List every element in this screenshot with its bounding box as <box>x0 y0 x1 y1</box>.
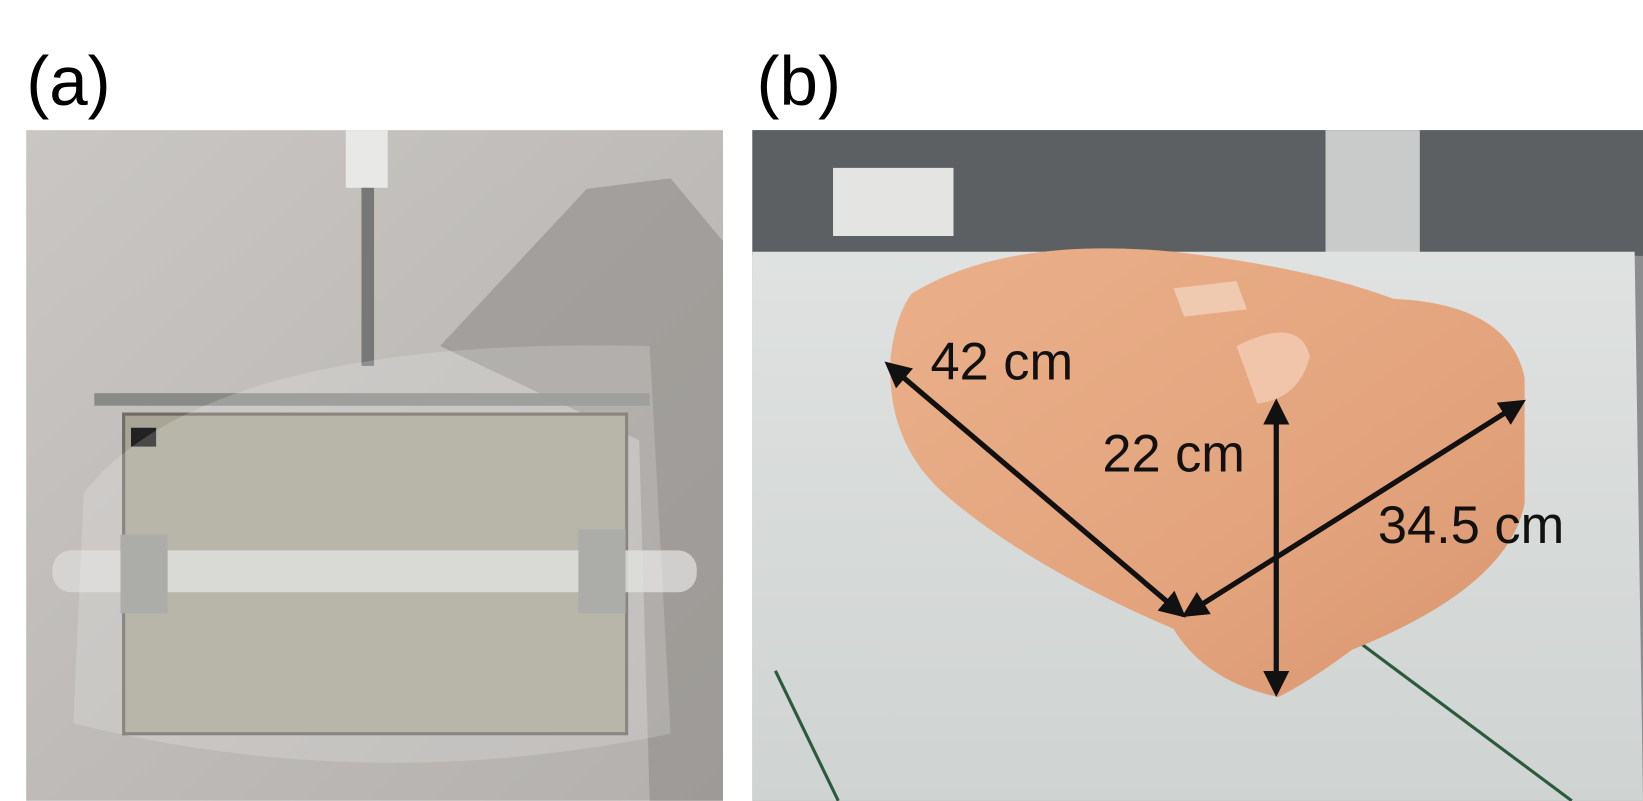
dimension-label: 34.5 cm <box>1378 497 1564 555</box>
dimension-label: 22 cm <box>1102 426 1245 484</box>
panel-label: (b) <box>757 42 842 120</box>
arrow <box>884 361 1186 618</box>
dimension-arrows <box>884 361 1526 698</box>
dimension-label: 42 cm <box>930 334 1073 392</box>
photo-a <box>26 130 724 801</box>
arrow <box>1181 399 1526 618</box>
panel-label: (a) <box>26 42 111 120</box>
